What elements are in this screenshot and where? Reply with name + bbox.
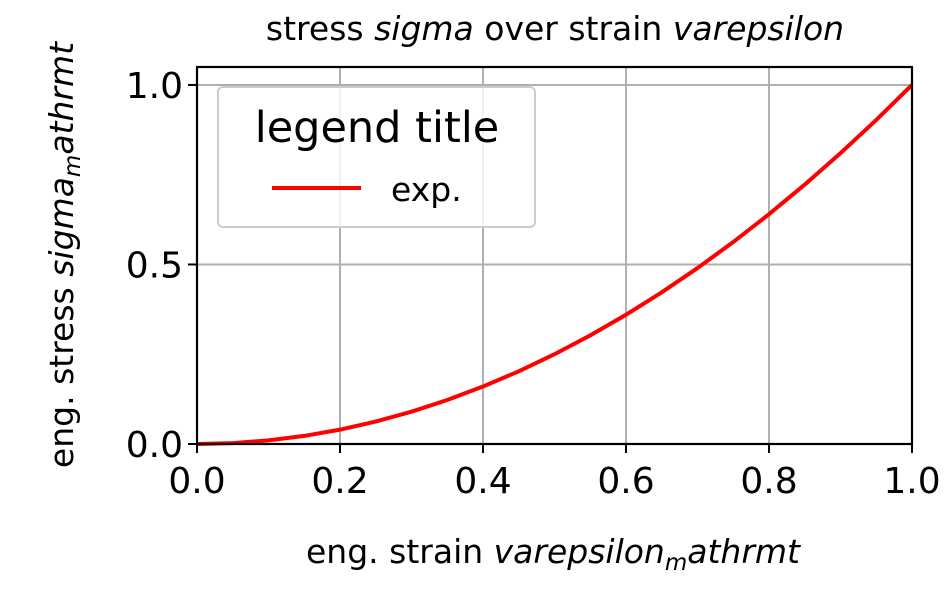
chart-title-varepsilon: varepsilon	[673, 9, 844, 48]
plot-frame	[195, 65, 914, 446]
x-tick-label: 0.0	[168, 461, 225, 502]
series-line-0	[196, 83, 914, 446]
y-tick-label: 0.5	[126, 245, 183, 286]
y-tick-label: 0.0	[126, 425, 183, 466]
y-tick-label: 1.0	[126, 66, 183, 107]
y-axis-label-prefix: eng. stress	[42, 277, 81, 468]
y-axis-label-suffix: athrmt	[42, 41, 81, 155]
x-tick-label: 0.8	[740, 461, 797, 502]
x-tick-label: 0.2	[311, 461, 368, 502]
chart-title-prefix: stress	[266, 9, 374, 48]
x-axis-label: eng. strain varepsilonmathrmt	[306, 532, 801, 576]
x-axis-label-prefix: eng. strain	[306, 532, 494, 571]
chart-title-sigma: sigma	[374, 9, 474, 48]
legend: legend title exp.	[217, 86, 536, 228]
tick-layer: 0.0 0.2 0.4 0.6 0.8 1.0 0.0 0.5 1.0	[126, 66, 941, 502]
x-axis-label-suffix: athrmt	[687, 532, 801, 571]
legend-box	[217, 86, 536, 228]
y-axis-label-subscript: m	[60, 155, 86, 177]
chart-title: stress sigma over strain varepsilon	[266, 9, 844, 48]
chart-title-middle: over strain	[474, 9, 673, 48]
x-axis-label-subscript: m	[665, 550, 687, 576]
x-tick-label: 1.0	[883, 461, 940, 502]
series-layer	[196, 83, 914, 446]
x-axis-label-symbol: varepsilon	[494, 532, 665, 571]
y-axis-label: eng. stress sigmamathrmt	[42, 41, 86, 468]
x-tick-label: 0.4	[454, 461, 511, 502]
legend-label-exp: exp.	[391, 170, 462, 209]
legend-title: legend title	[255, 103, 499, 153]
y-axis-label-symbol: sigma	[42, 177, 81, 277]
x-tick-label: 0.6	[597, 461, 654, 502]
